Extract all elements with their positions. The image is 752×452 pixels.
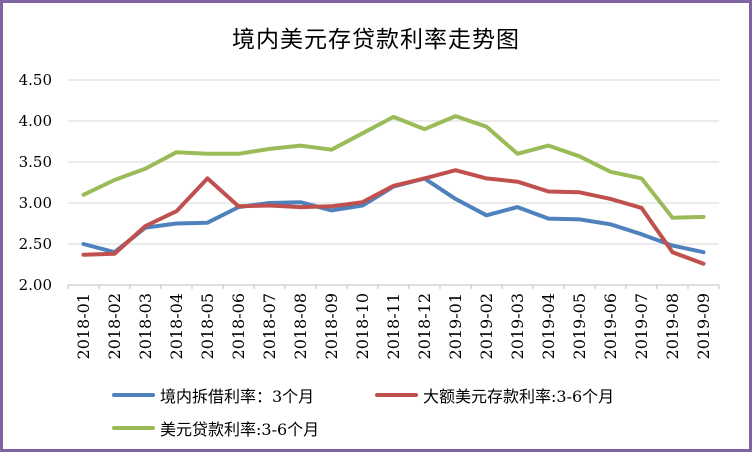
series-line-1: [81, 168, 706, 266]
y-axis-tick-label: 3.00: [18, 194, 52, 212]
legend-item-2: 美元贷款利率:3-6个月: [112, 416, 375, 440]
series-line-2: [81, 114, 706, 220]
x-axis-tick-label: 2019-04: [538, 293, 558, 360]
y-axis-tick-label: 2.00: [18, 276, 52, 294]
x-axis-tick-label: 2019-03: [507, 293, 527, 360]
legend-label: 美元贷款利率:3-6个月: [160, 420, 320, 439]
legend-line-swatch: [375, 393, 418, 397]
y-axis-tick-label: 2.50: [18, 235, 52, 253]
x-axis-tick-label: 2019-09: [693, 293, 713, 360]
legend-item-0: 境内拆借利率：3个月: [112, 383, 375, 407]
x-axis-tick-label: 2018-06: [228, 293, 248, 360]
legend-label: 大额美元存款利率:3-6个月: [423, 387, 615, 406]
chart-title: 境内美元存贷款利率走势图: [232, 27, 520, 53]
legend-item-1: 大额美元存款利率:3-6个月: [375, 383, 614, 407]
x-axis-tick-label: 2019-05: [569, 293, 589, 360]
x-axis-tick-label: 2019-07: [631, 293, 651, 360]
x-axis-tick-label: 2018-05: [197, 293, 217, 360]
x-axis-tick-label: 2018-12: [414, 293, 434, 360]
legend-line-swatch: [112, 393, 155, 397]
x-axis-tick-label: 2018-03: [135, 293, 155, 360]
x-axis-tick-label: 2018-02: [104, 293, 124, 360]
x-axis-tick-label: 2018-11: [383, 293, 403, 360]
x-axis-tick-label: 2018-09: [321, 293, 341, 360]
x-axis-tick-label: 2019-06: [600, 293, 620, 360]
x-axis-tick-label: 2019-02: [476, 293, 496, 360]
x-axis-tick-label: 2018-01: [73, 293, 93, 360]
series-line-0: [81, 176, 706, 255]
legend-label: 境内拆借利率：3个月: [160, 387, 315, 406]
x-axis-tick-label: 2019-08: [662, 293, 682, 360]
x-axis-tick-label: 2018-04: [166, 293, 186, 360]
x-axis-tick-label: 2019-01: [445, 293, 465, 360]
x-axis-tick-label: 2018-07: [259, 293, 279, 360]
legend: 境内拆借利率：3个月 大额美元存款利率:3-6个月美元贷款利率:3-6个月: [112, 383, 614, 440]
legend-line-swatch: [112, 426, 155, 430]
x-axis-tick-label: 2018-10: [352, 293, 372, 360]
y-axis-tick-label: 4.50: [18, 71, 52, 89]
y-axis-tick-label: 3.50: [18, 153, 52, 171]
x-axis-tick-label: 2018-08: [290, 293, 310, 360]
y-axis-tick-label: 4.00: [18, 112, 52, 130]
